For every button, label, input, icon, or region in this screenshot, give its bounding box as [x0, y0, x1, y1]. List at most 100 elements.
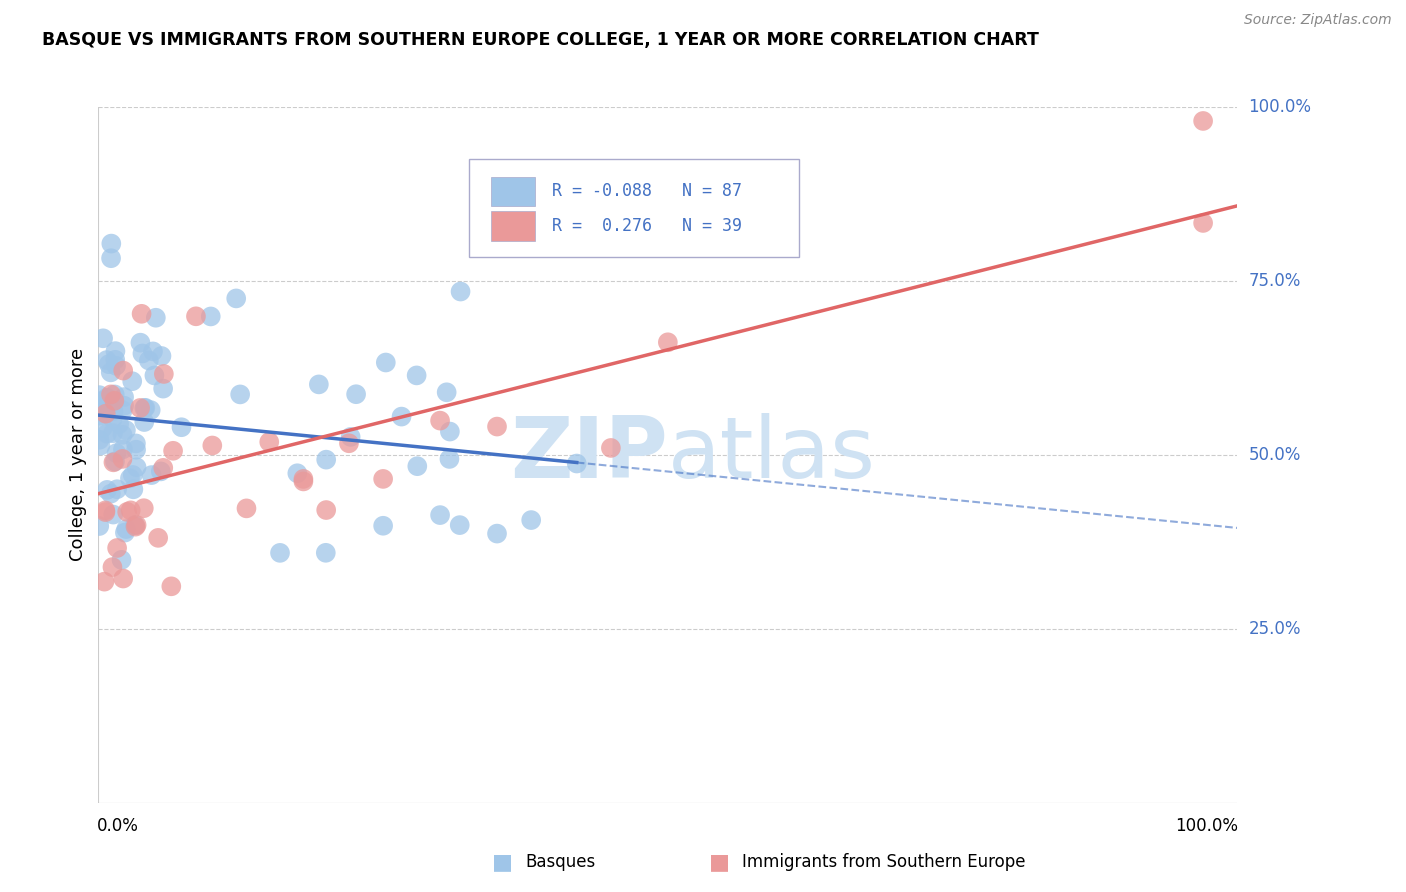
Point — [129, 401, 152, 415]
Point — [162, 443, 184, 458]
Point — [93, 574, 115, 589]
Point — [292, 475, 315, 489]
Point — [152, 460, 174, 475]
Point — [315, 546, 337, 560]
Point — [94, 503, 117, 517]
Point — [111, 403, 134, 417]
Point — [90, 394, 112, 409]
Point — [118, 471, 141, 485]
Point — [110, 553, 132, 567]
Text: atlas: atlas — [668, 413, 876, 497]
Point — [111, 451, 134, 466]
Point — [405, 368, 427, 383]
Point — [520, 513, 543, 527]
Point — [201, 438, 224, 452]
Point — [122, 483, 145, 497]
Point — [112, 390, 135, 404]
Point — [1192, 216, 1215, 230]
Point — [170, 420, 193, 434]
Point — [100, 365, 122, 379]
Point — [1192, 114, 1215, 128]
Point — [96, 353, 118, 368]
Text: ■: ■ — [492, 852, 513, 872]
Point — [89, 439, 111, 453]
Point — [285, 467, 308, 481]
Point — [225, 292, 247, 306]
Point — [103, 508, 125, 522]
Point — [129, 335, 152, 350]
Text: Source: ZipAtlas.com: Source: ZipAtlas.com — [1244, 13, 1392, 28]
Point — [229, 387, 252, 401]
Point — [115, 505, 138, 519]
Point — [439, 452, 461, 467]
Point — [105, 446, 128, 460]
Point — [125, 436, 148, 450]
Text: BASQUE VS IMMIGRANTS FROM SOUTHERN EUROPE COLLEGE, 1 YEAR OR MORE CORRELATION CH: BASQUE VS IMMIGRANTS FROM SOUTHERN EUROP… — [42, 31, 1039, 49]
Point — [308, 377, 330, 392]
Point — [200, 310, 222, 324]
Point — [146, 531, 169, 545]
Point — [105, 359, 128, 373]
Point — [94, 407, 117, 421]
Point — [339, 430, 361, 444]
Point — [89, 400, 111, 414]
Point — [124, 518, 146, 533]
Point — [150, 349, 173, 363]
Point — [429, 414, 451, 428]
Point — [134, 401, 156, 416]
Point — [112, 363, 135, 377]
Point — [600, 441, 623, 455]
Point — [121, 374, 143, 388]
Point — [96, 483, 118, 497]
Text: 75.0%: 75.0% — [1249, 272, 1301, 290]
Point — [315, 503, 337, 517]
FancyBboxPatch shape — [491, 211, 534, 241]
Point — [100, 251, 122, 265]
Point — [121, 467, 143, 482]
Text: Immigrants from Southern Europe: Immigrants from Southern Europe — [742, 853, 1025, 871]
Point — [235, 501, 257, 516]
Text: 100.0%: 100.0% — [1249, 98, 1312, 116]
Point — [374, 355, 396, 369]
Point — [101, 411, 124, 425]
Point — [120, 503, 142, 517]
Point — [391, 409, 413, 424]
Point — [436, 385, 458, 400]
Point — [103, 393, 125, 408]
Point — [101, 426, 124, 441]
Point — [131, 346, 153, 360]
Point — [439, 425, 461, 439]
Point — [112, 572, 135, 586]
Point — [104, 387, 127, 401]
Text: ZIP: ZIP — [510, 413, 668, 497]
FancyBboxPatch shape — [468, 159, 799, 257]
Point — [125, 442, 148, 457]
Point — [269, 546, 291, 560]
Point — [89, 388, 111, 402]
Point — [153, 367, 176, 381]
Point — [449, 518, 471, 533]
Point — [115, 423, 138, 437]
Point — [139, 403, 162, 417]
Point — [94, 505, 117, 519]
Point — [111, 427, 134, 442]
Point — [131, 307, 153, 321]
Point — [105, 541, 128, 555]
Point — [450, 285, 472, 299]
Point — [406, 459, 429, 474]
FancyBboxPatch shape — [491, 177, 534, 206]
Point — [103, 455, 125, 469]
Point — [486, 526, 509, 541]
Point — [259, 434, 281, 449]
Point — [145, 310, 167, 325]
Point — [565, 457, 588, 471]
Point — [96, 426, 118, 441]
Point — [96, 391, 118, 405]
Point — [152, 382, 174, 396]
Point — [142, 344, 165, 359]
Point — [184, 310, 207, 324]
Point — [143, 368, 166, 383]
Point — [486, 419, 509, 434]
Point — [657, 335, 679, 350]
Point — [124, 519, 146, 533]
